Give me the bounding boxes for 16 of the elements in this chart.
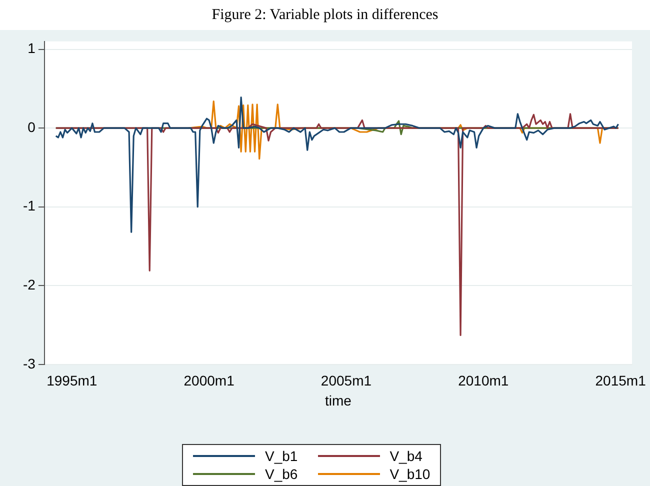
x-axis-title: time <box>325 392 352 408</box>
legend-label: V_b10 <box>390 466 430 482</box>
y-tick-label: -2 <box>22 276 36 292</box>
legend-label: V_b6 <box>265 466 298 482</box>
y-tick-label: 0 <box>28 118 36 135</box>
x-tick-label: 2015m1 <box>595 372 646 389</box>
x-tick-label: 2000m1 <box>184 372 235 389</box>
chart-title: Figure 2: Variable plots in differences <box>210 6 440 25</box>
x-tick-label: 2010m1 <box>458 372 509 389</box>
y-tick-label: -1 <box>22 198 36 214</box>
y-tick-label: 1 <box>28 40 36 56</box>
legend-label: V_b1 <box>265 448 298 464</box>
legend-label: V_b4 <box>390 448 422 464</box>
x-tick-label: 2005m1 <box>320 372 372 389</box>
y-tick-label: -3 <box>22 355 36 372</box>
x-tick-label: 1995m1 <box>46 372 98 389</box>
